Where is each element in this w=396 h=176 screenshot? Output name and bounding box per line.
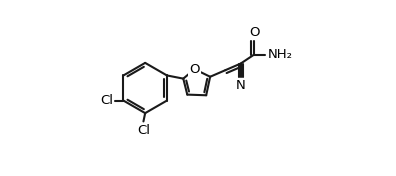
Text: Cl: Cl [100,94,113,107]
Text: O: O [189,63,200,76]
Text: Cl: Cl [137,124,150,137]
Text: NH₂: NH₂ [268,48,293,61]
Text: O: O [249,26,259,39]
Text: N: N [236,79,246,92]
